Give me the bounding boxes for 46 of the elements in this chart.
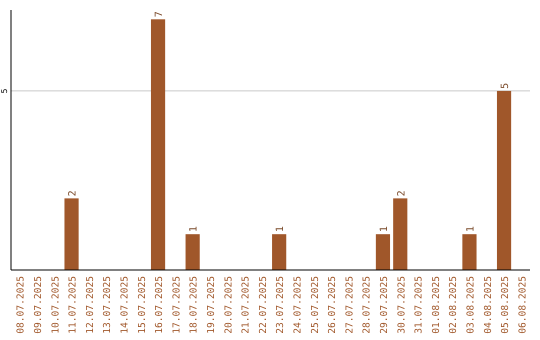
- data-label: 1: [465, 226, 476, 232]
- x-tick-label: 30.07.2025: [396, 276, 408, 334]
- x-tick-label: 22.07.2025: [258, 276, 269, 334]
- x-tick-label: 27.07.2025: [344, 276, 356, 334]
- x-tick-label: 24.07.2025: [292, 276, 304, 334]
- x-tick-label: 10.07.2025: [50, 276, 62, 334]
- x-tick-label: 12.07.2025: [84, 276, 96, 334]
- x-tick-label: 20.07.2025: [223, 276, 234, 334]
- x-tick-label: 29.07.2025: [378, 276, 390, 334]
- x-tick-label: 09.07.2025: [32, 276, 44, 334]
- data-label: 1: [188, 226, 200, 232]
- x-tick-label: 31.07.2025: [414, 276, 425, 334]
- x-tick-label: 14.07.2025: [119, 276, 130, 334]
- x-tick-label: 02.08.2025: [448, 276, 460, 334]
- x-tick-label: 05.08.2025: [500, 276, 512, 334]
- x-tick-label: 03.08.2025: [465, 276, 476, 334]
- data-label: 5: [500, 82, 512, 89]
- x-tick-label: 17.07.2025: [171, 276, 182, 334]
- x-tick-label: 01.08.2025: [430, 276, 442, 334]
- x-tick-label: 16.07.2025: [154, 276, 166, 334]
- x-tick-label: 19.07.2025: [206, 276, 217, 334]
- x-tick-label: 06.08.2025: [517, 276, 528, 334]
- data-label: 2: [396, 190, 408, 196]
- bar: [393, 198, 408, 270]
- x-tick-label: 28.07.2025: [362, 276, 373, 334]
- bar: [496, 90, 512, 270]
- x-tick-label: 15.07.2025: [136, 276, 148, 334]
- x-tick-label: 25.07.2025: [310, 276, 321, 334]
- x-tick-label: 04.08.2025: [482, 276, 494, 334]
- x-tick-label: 26.07.2025: [327, 276, 338, 334]
- bar: [186, 234, 200, 270]
- x-tick-label: 23.07.2025: [275, 276, 286, 334]
- bar: [272, 234, 286, 270]
- data-label: 2: [68, 190, 79, 196]
- bar: [376, 234, 390, 270]
- data-label: 1: [275, 226, 286, 232]
- bar: [462, 234, 477, 270]
- x-tick-label: 08.07.2025: [16, 276, 27, 334]
- x-tick-label: 13.07.2025: [102, 276, 114, 334]
- bar: [64, 198, 79, 270]
- data-label: 1: [378, 226, 390, 232]
- x-tick-label: 18.07.2025: [188, 276, 200, 334]
- data-label: 7: [154, 11, 166, 18]
- x-tick-label: 11.07.2025: [68, 276, 79, 334]
- x-tick-label: 21.07.2025: [240, 276, 252, 334]
- bar: [150, 19, 166, 270]
